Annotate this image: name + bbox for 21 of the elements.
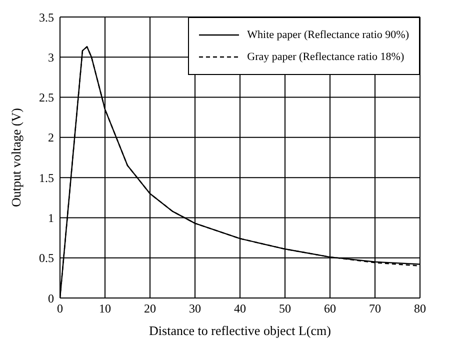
legend-label: Gray paper (Reflectance ratio 18%): [247, 51, 404, 63]
y-tick-label: 1: [48, 210, 54, 225]
x-tick-label: 50: [279, 302, 291, 316]
y-axis-title: Output voltage (V): [8, 108, 24, 207]
x-tick-label: 20: [144, 302, 156, 316]
x-tick-label: 10: [99, 302, 111, 316]
y-tick-label: 1.5: [39, 170, 54, 185]
y-tick-label: 3: [48, 50, 54, 64]
x-tick-label: 70: [369, 302, 381, 316]
x-axis-title: Distance to reflective object L(cm): [149, 323, 331, 338]
x-tick-label: 60: [324, 302, 336, 316]
x-tick-label: 40: [234, 302, 246, 316]
x-tick-label: 0: [57, 302, 63, 316]
legend-label: White paper (Reflectance ratio 90%): [247, 29, 409, 41]
y-tick-label: 3.5: [39, 10, 54, 24]
y-tick-label: 0.5: [39, 251, 54, 266]
x-tick-label: 80: [414, 302, 426, 316]
y-tick-label: 2.5: [39, 90, 54, 105]
x-tick-label: 30: [189, 302, 201, 316]
y-tick-label: 2: [48, 130, 54, 145]
y-tick-label: 0: [48, 291, 54, 306]
